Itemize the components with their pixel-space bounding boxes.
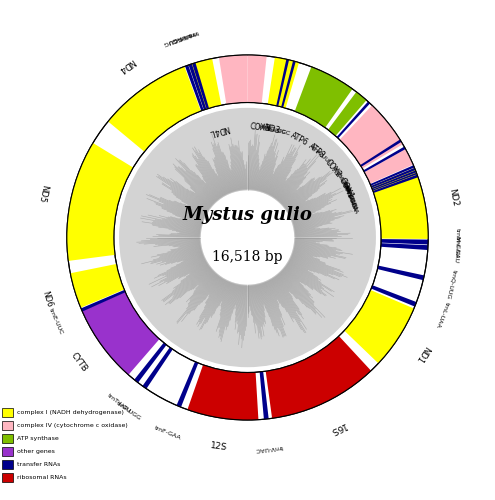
Text: ATP6: ATP6 [289,131,310,148]
Text: trnA-UGC: trnA-UGC [341,180,357,208]
Text: trnE-UUC: trnE-UUC [48,308,63,336]
Text: trnT-UGU: trnT-UGU [106,394,131,415]
Text: trnY-GUA: trnY-GUA [343,184,358,212]
Wedge shape [276,60,289,106]
Text: trnM-CAU: trnM-CAU [454,228,460,258]
Wedge shape [81,290,125,312]
Text: 12S: 12S [209,442,228,452]
Wedge shape [371,168,415,188]
Text: trnR-UCG: trnR-UCG [257,124,287,135]
Wedge shape [70,264,124,308]
Text: trnC-GCA: trnC-GCA [342,182,357,212]
Wedge shape [295,67,352,128]
Text: COX1: COX1 [337,176,355,201]
Wedge shape [219,55,248,104]
Wedge shape [373,174,418,193]
Text: transfer RNAs: transfer RNAs [17,462,61,467]
Text: trnL-UAA: trnL-UAA [435,301,450,329]
Wedge shape [364,149,413,184]
Wedge shape [345,290,414,364]
Wedge shape [370,166,414,186]
Text: complex IV (cytochrome c oxidase): complex IV (cytochrome c oxidase) [17,423,128,428]
FancyBboxPatch shape [2,447,13,456]
Text: trnP-UGG: trnP-UGG [115,401,142,421]
Text: 16,518 bp: 16,518 bp [212,250,283,264]
Wedge shape [371,168,428,239]
Text: ND3: ND3 [262,123,281,136]
Text: trnS-GCU: trnS-GCU [166,30,196,44]
FancyBboxPatch shape [2,421,13,430]
Wedge shape [188,365,258,420]
Circle shape [120,108,375,366]
FancyBboxPatch shape [2,460,13,469]
Text: trnF-GAA: trnF-GAA [153,426,182,441]
Wedge shape [260,372,269,419]
Text: ND4L: ND4L [208,124,230,138]
Wedge shape [185,65,203,111]
Text: trnN-GUU: trnN-GUU [342,181,357,210]
Wedge shape [134,342,166,382]
Wedge shape [281,61,296,108]
Wedge shape [340,106,403,168]
Wedge shape [266,336,371,418]
Wedge shape [337,102,370,138]
Wedge shape [189,64,206,110]
Text: trnG-UCC: trnG-UCC [261,124,291,136]
Text: trnV-UAC: trnV-UAC [255,444,284,452]
Text: trnS-UGA: trnS-UGA [334,169,352,196]
Text: trnW-UCA: trnW-UCA [344,185,358,215]
Wedge shape [192,62,209,109]
Text: ND4: ND4 [116,56,136,74]
Wedge shape [67,55,428,420]
Wedge shape [381,239,428,244]
Wedge shape [371,286,416,306]
Text: 16S: 16S [328,420,347,436]
Wedge shape [108,66,201,152]
Wedge shape [372,172,417,191]
Wedge shape [328,92,366,136]
Text: ND6: ND6 [41,290,54,308]
Wedge shape [67,143,133,261]
Text: COX3: COX3 [249,122,271,133]
Text: other genes: other genes [17,449,55,454]
Text: ND5: ND5 [36,184,49,204]
Text: COX2: COX2 [323,158,344,179]
Wedge shape [189,58,221,110]
Text: CYTB: CYTB [69,351,89,374]
Text: trnI-GAU: trnI-GAU [453,236,460,263]
Wedge shape [381,243,428,250]
Wedge shape [268,57,299,108]
Wedge shape [248,55,267,104]
Text: ND1: ND1 [414,344,431,363]
Circle shape [200,190,295,285]
Text: trnH-GUG: trnH-GUG [162,31,192,46]
Wedge shape [82,292,159,375]
Wedge shape [378,266,424,280]
Wedge shape [143,348,173,389]
Text: ATP synthase: ATP synthase [17,436,59,441]
Wedge shape [177,362,198,407]
Text: trnK-UUU: trnK-UUU [309,144,334,167]
Text: Mystus gulio: Mystus gulio [183,206,312,224]
FancyBboxPatch shape [2,473,13,482]
Text: ATP8: ATP8 [307,142,327,161]
Text: complex I (NADH dehydrogenase): complex I (NADH dehydrogenase) [17,410,124,415]
Wedge shape [363,146,405,172]
Text: trnQ-UUG: trnQ-UUG [446,269,457,300]
Text: trnL-UAG: trnL-UAG [171,29,199,42]
FancyBboxPatch shape [2,408,13,417]
Text: trnD-GUC: trnD-GUC [331,164,351,192]
Wedge shape [372,170,416,190]
Text: ribosomal RNAs: ribosomal RNAs [17,475,67,480]
Wedge shape [360,140,401,167]
FancyBboxPatch shape [2,434,13,443]
Text: ND2: ND2 [447,188,459,207]
